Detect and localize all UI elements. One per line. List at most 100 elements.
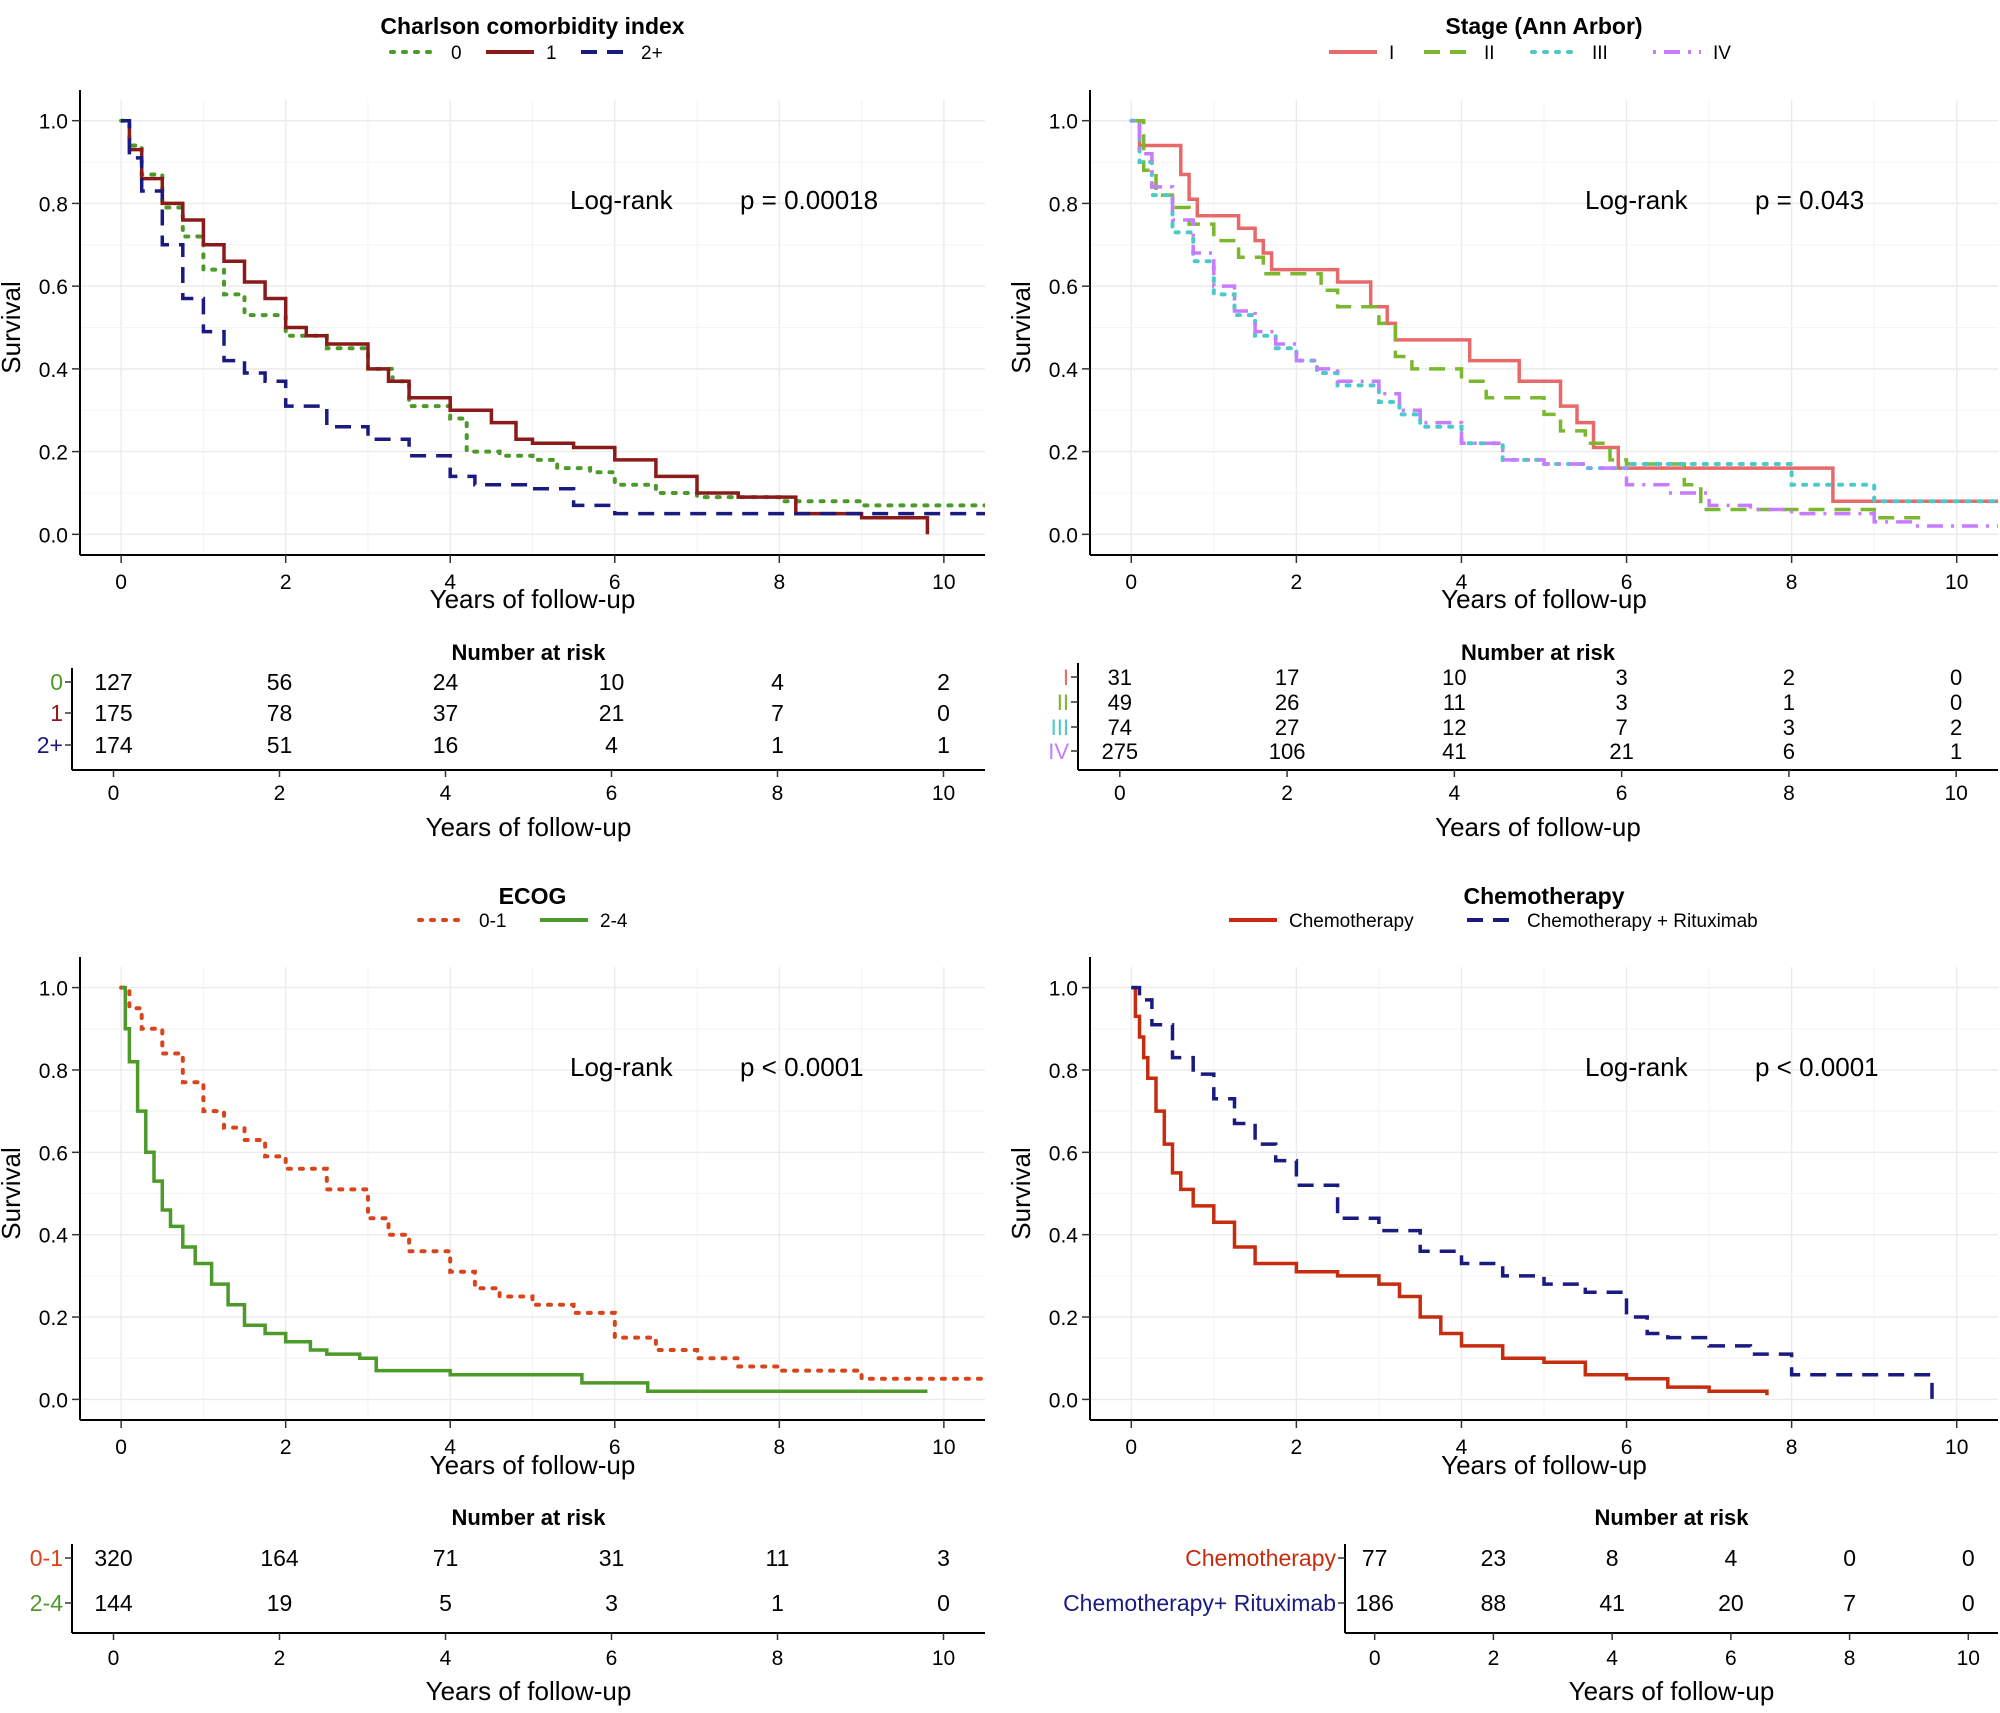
panel-charlson: Charlson comorbidity index 0 1 2+ 0.0 0.2 0.4 0… — [0, 13, 985, 842]
y-tick-label: 0.0 — [39, 524, 68, 547]
y-tick-label: 0.8 — [39, 1060, 68, 1083]
p-value-label: p = 0.043 — [1755, 185, 1864, 215]
risk-row: 0 127 56 24 10 4 2 — [50, 669, 950, 695]
risk-count: 0 — [1950, 690, 1962, 715]
risk-count: 20 — [1718, 1590, 1744, 1616]
risk-x-tick-label: 6 — [606, 782, 618, 805]
risk-count: 0 — [937, 1590, 950, 1616]
x-tick-label: 8 — [773, 571, 785, 594]
risk-count: 4 — [1724, 1545, 1737, 1571]
risk-x-tick-label: 6 — [1616, 782, 1628, 805]
y-tick-label: 1.0 — [39, 978, 68, 1001]
risk-count: 12 — [1442, 715, 1466, 740]
x-tick-label: 2 — [1291, 571, 1303, 594]
x-tick-label: 0 — [115, 571, 127, 594]
risk-count: 2 — [1950, 715, 1962, 740]
risk-x-tick-label: 10 — [932, 1647, 955, 1670]
risk-count: 7 — [1616, 715, 1628, 740]
risk-count: 3 — [1783, 715, 1795, 740]
logrank-label: Log-rank — [1585, 185, 1689, 215]
logrank-label: Log-rank — [1585, 1052, 1689, 1082]
p-value-label: p < 0.0001 — [740, 1052, 864, 1082]
risk-count: 56 — [267, 669, 293, 695]
risk-count: 174 — [94, 732, 133, 758]
legend-item: IV — [1653, 43, 1731, 64]
legend-item: 0-1 — [417, 911, 506, 932]
risk-group-label: 0-1 — [30, 1545, 63, 1571]
risk-x-tick-label: 10 — [1957, 1647, 1980, 1670]
x-tick-label: 0 — [115, 1436, 127, 1459]
risk-count: 8 — [1606, 1545, 1619, 1571]
risk-count: 26 — [1275, 690, 1299, 715]
risk-x-tick-label: 2 — [274, 782, 286, 805]
km-curve-chemotherapy-rituximab — [1131, 985, 1934, 1400]
y-tick-label: 0.4 — [39, 359, 69, 382]
risk-x-tick-label: 4 — [440, 1647, 452, 1670]
legend-label: 2+ — [641, 43, 663, 64]
risk-count: 1 — [771, 1590, 784, 1616]
risk-count: 37 — [433, 700, 459, 726]
y-tick-label: 0.8 — [1049, 193, 1078, 216]
risk-table-title: Number at risk — [451, 640, 606, 665]
km-curve-iv — [1131, 118, 1998, 528]
grid — [80, 967, 985, 1420]
risk-row: 1 175 78 37 21 7 0 — [50, 700, 950, 726]
risk-count: 144 — [94, 1590, 133, 1616]
risk-table-title: Number at risk — [451, 1505, 606, 1530]
risk-count: 3 — [1616, 690, 1628, 715]
risk-count: 3 — [605, 1590, 618, 1616]
risk-table-title: Number at risk — [1461, 640, 1616, 665]
risk-group-label: Chemotherapy+ Rituximab — [1063, 1590, 1336, 1616]
risk-count: 88 — [1481, 1590, 1507, 1616]
risk-count: 51 — [267, 732, 293, 758]
risk-count: 1 — [937, 732, 950, 758]
risk-x-tick-label: 8 — [772, 1647, 784, 1670]
y-axis-label: Survival — [1006, 281, 1036, 373]
km-curve-1 — [121, 118, 930, 535]
x-tick-label: 10 — [932, 1436, 955, 1459]
risk-count: 21 — [599, 700, 625, 726]
risk-count: 11 — [766, 1545, 790, 1571]
legend-label: III — [1592, 43, 1608, 64]
panel-title: Stage (Ann Arbor) — [1445, 13, 1642, 39]
legend: 0 1 2+ — [389, 43, 663, 64]
risk-count: 4 — [605, 732, 618, 758]
legend-item: II — [1424, 43, 1495, 64]
risk-count: 10 — [599, 669, 625, 695]
y-tick-label: 0.4 — [1049, 1225, 1079, 1248]
x-tick-label: 4 — [1456, 571, 1468, 594]
risk-x-tick-label: 6 — [1725, 1647, 1737, 1670]
risk-count: 1 — [771, 732, 784, 758]
curves — [1131, 985, 1934, 1400]
x-tick-label: 4 — [444, 1436, 456, 1459]
risk-x-axis-label: Years of follow-up — [426, 1676, 632, 1706]
legend: I II III IV — [1329, 43, 1731, 64]
y-tick-label: 0.2 — [39, 442, 68, 465]
grid — [1090, 967, 1998, 1420]
x-axis-label: Years of follow-up — [1441, 584, 1647, 614]
risk-row: I 31 17 10 3 2 0 — [1063, 665, 1962, 690]
y-tick-label: 1.0 — [39, 111, 68, 134]
risk-count: 2 — [1783, 665, 1795, 690]
risk-row: 0-1 320 164 71 31 11 3 — [30, 1545, 950, 1571]
risk-count: 16 — [433, 732, 459, 758]
x-tick-label: 0 — [1125, 571, 1137, 594]
risk-x-tick-label: 8 — [1783, 782, 1795, 805]
legend: 0-1 2-4 — [417, 911, 628, 932]
risk-count: 1 — [1950, 739, 1962, 764]
y-tick-label: 0.2 — [39, 1307, 68, 1330]
risk-x-axis-label: Years of follow-up — [1435, 812, 1641, 842]
risk-table-title: Number at risk — [1594, 1505, 1749, 1530]
risk-count: 19 — [267, 1590, 293, 1616]
x-tick-label: 6 — [609, 571, 621, 594]
risk-group-label: 2-4 — [30, 1590, 63, 1616]
legend-label: 2-4 — [600, 911, 628, 932]
